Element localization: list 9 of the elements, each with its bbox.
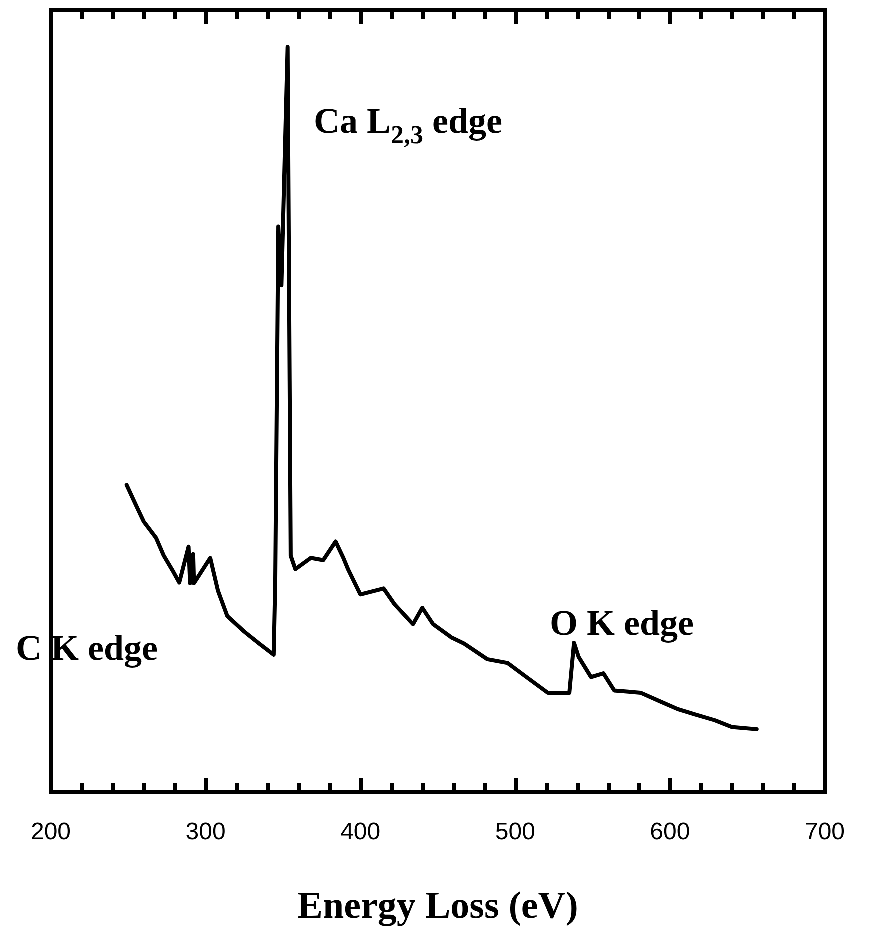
x-tick-label: 400 bbox=[340, 818, 381, 846]
x-tick-label: 300 bbox=[186, 818, 226, 846]
annotation: C K edge bbox=[16, 628, 158, 668]
annotation: O K edge bbox=[550, 603, 694, 643]
x-tick-label: 200 bbox=[30, 818, 72, 846]
x-tick-label: 600 bbox=[650, 818, 690, 846]
x-axis-title: Energy Loss (eV) bbox=[298, 885, 578, 927]
x-tick-label: 700 bbox=[804, 818, 846, 846]
x-tick-label: 500 bbox=[495, 818, 536, 846]
